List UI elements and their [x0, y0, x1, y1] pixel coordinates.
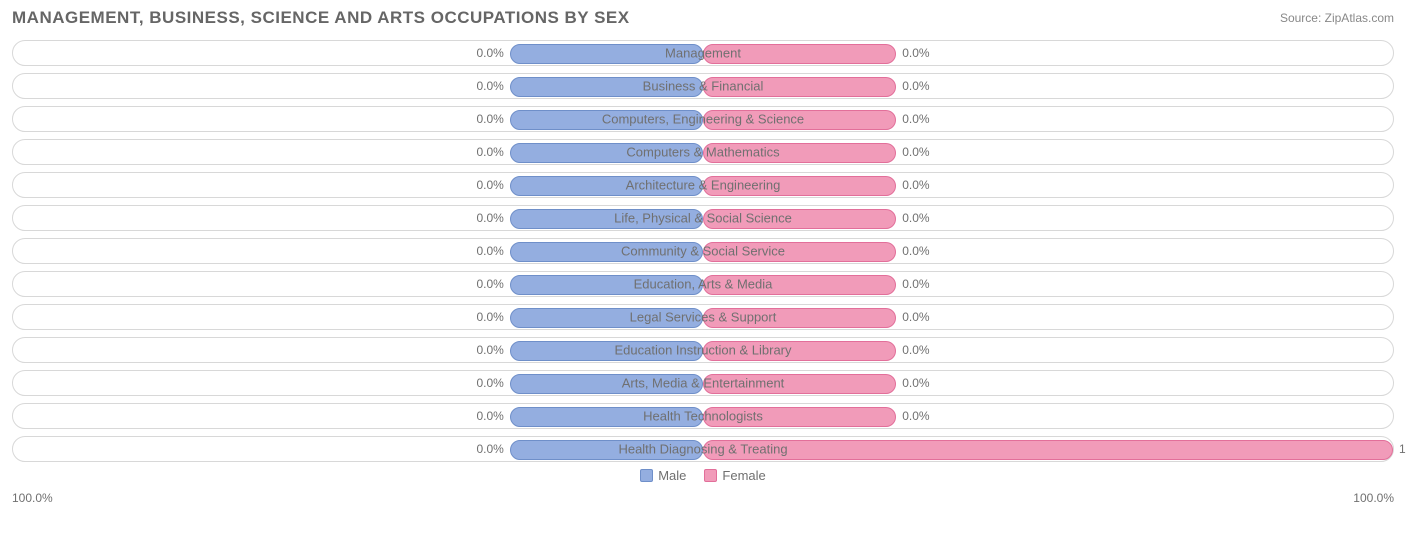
male-value-label: 0.0% — [476, 277, 503, 291]
male-value-label: 0.0% — [476, 244, 503, 258]
bar-row: Legal Services & Support0.0%0.0% — [12, 304, 1394, 330]
female-value-label: 0.0% — [902, 409, 929, 423]
male-bar — [510, 407, 703, 427]
male-value-label: 0.0% — [476, 343, 503, 357]
source-link[interactable]: ZipAtlas.com — [1325, 11, 1394, 25]
chart-source: Source: ZipAtlas.com — [1280, 11, 1394, 25]
bar-row: Business & Financial0.0%0.0% — [12, 73, 1394, 99]
legend-label-female: Female — [722, 468, 765, 483]
male-bar — [510, 242, 703, 262]
female-bar — [703, 110, 896, 130]
male-value-label: 0.0% — [476, 112, 503, 126]
bar-row: Architecture & Engineering0.0%0.0% — [12, 172, 1394, 198]
female-value-label: 0.0% — [902, 79, 929, 93]
female-bar — [703, 374, 896, 394]
female-bar — [703, 143, 896, 163]
chart-legend: Male Female — [12, 468, 1394, 483]
male-value-label: 0.0% — [476, 79, 503, 93]
female-bar — [703, 440, 1393, 460]
bar-row: Computers, Engineering & Science0.0%0.0% — [12, 106, 1394, 132]
legend-item-male: Male — [640, 468, 686, 483]
axis-max-label: 100.0% — [1353, 491, 1394, 505]
female-bar — [703, 242, 896, 262]
bar-row: Arts, Media & Entertainment0.0%0.0% — [12, 370, 1394, 396]
bar-row: Health Diagnosing & Treating0.0%100.0% — [12, 436, 1394, 462]
chart-rows: Management0.0%0.0%Business & Financial0.… — [12, 40, 1394, 462]
male-value-label: 0.0% — [476, 376, 503, 390]
male-value-label: 0.0% — [476, 409, 503, 423]
male-bar — [510, 275, 703, 295]
female-value-label: 0.0% — [902, 310, 929, 324]
legend-label-male: Male — [658, 468, 686, 483]
male-value-label: 0.0% — [476, 310, 503, 324]
chart-title: MANAGEMENT, BUSINESS, SCIENCE AND ARTS O… — [12, 8, 630, 28]
female-bar — [703, 44, 896, 64]
female-value-label: 0.0% — [902, 112, 929, 126]
chart-axis: 100.0% 100.0% — [12, 491, 1394, 505]
female-value-label: 0.0% — [902, 277, 929, 291]
male-bar — [510, 77, 703, 97]
male-bar — [510, 143, 703, 163]
male-bar — [510, 308, 703, 328]
bar-row: Health Technologists0.0%0.0% — [12, 403, 1394, 429]
female-bar — [703, 275, 896, 295]
male-swatch-icon — [640, 469, 653, 482]
male-bar — [510, 440, 703, 460]
male-value-label: 0.0% — [476, 46, 503, 60]
female-value-label: 0.0% — [902, 343, 929, 357]
axis-min-label: 100.0% — [12, 491, 53, 505]
female-value-label: 100.0% — [1399, 442, 1406, 456]
male-value-label: 0.0% — [476, 211, 503, 225]
female-bar — [703, 308, 896, 328]
male-bar — [510, 209, 703, 229]
male-bar — [510, 341, 703, 361]
male-bar — [510, 44, 703, 64]
female-value-label: 0.0% — [902, 145, 929, 159]
male-value-label: 0.0% — [476, 442, 503, 456]
source-prefix: Source: — [1280, 11, 1325, 25]
male-bar — [510, 374, 703, 394]
female-swatch-icon — [704, 469, 717, 482]
male-value-label: 0.0% — [476, 178, 503, 192]
female-value-label: 0.0% — [902, 46, 929, 60]
bar-row: Management0.0%0.0% — [12, 40, 1394, 66]
male-value-label: 0.0% — [476, 145, 503, 159]
female-value-label: 0.0% — [902, 211, 929, 225]
male-bar — [510, 176, 703, 196]
female-value-label: 0.0% — [902, 244, 929, 258]
bar-row: Education, Arts & Media0.0%0.0% — [12, 271, 1394, 297]
female-bar — [703, 176, 896, 196]
legend-item-female: Female — [704, 468, 765, 483]
bar-row: Community & Social Service0.0%0.0% — [12, 238, 1394, 264]
bar-row: Computers & Mathematics0.0%0.0% — [12, 139, 1394, 165]
female-value-label: 0.0% — [902, 376, 929, 390]
female-bar — [703, 407, 896, 427]
bar-row: Education Instruction & Library0.0%0.0% — [12, 337, 1394, 363]
male-bar — [510, 110, 703, 130]
bar-row: Life, Physical & Social Science0.0%0.0% — [12, 205, 1394, 231]
chart-header: MANAGEMENT, BUSINESS, SCIENCE AND ARTS O… — [12, 8, 1394, 28]
female-value-label: 0.0% — [902, 178, 929, 192]
female-bar — [703, 341, 896, 361]
female-bar — [703, 77, 896, 97]
female-bar — [703, 209, 896, 229]
